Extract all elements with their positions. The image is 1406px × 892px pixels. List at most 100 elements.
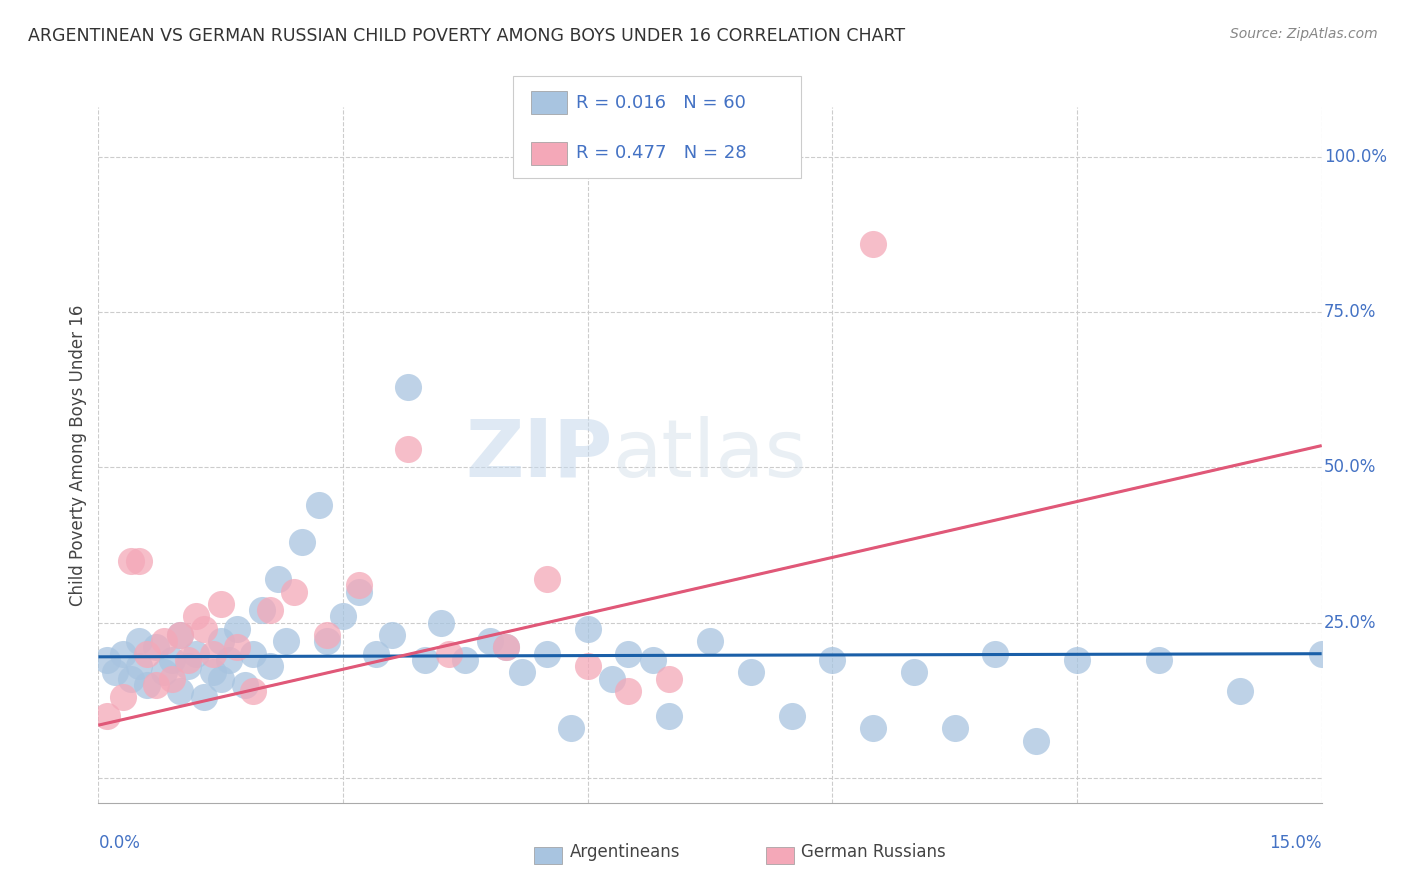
Point: [454, 653, 477, 667]
Point: [315, 628, 337, 642]
Point: [658, 708, 681, 723]
Point: [364, 647, 387, 661]
Text: 50.0%: 50.0%: [1324, 458, 1376, 476]
Point: [512, 665, 534, 680]
Text: Source: ZipAtlas.com: Source: ZipAtlas.com: [1230, 27, 1378, 41]
Point: [242, 684, 264, 698]
Point: [396, 442, 419, 456]
Point: [291, 534, 314, 549]
Point: [283, 584, 305, 599]
Point: [903, 665, 925, 680]
Point: [821, 653, 844, 667]
Text: R = 0.477   N = 28: R = 0.477 N = 28: [576, 145, 747, 162]
Point: [308, 498, 330, 512]
Point: [495, 640, 517, 655]
Point: [218, 653, 240, 667]
Point: [699, 634, 721, 648]
Y-axis label: Child Poverty Among Boys Under 16: Child Poverty Among Boys Under 16: [69, 304, 87, 606]
Point: [186, 647, 208, 661]
Point: [381, 628, 404, 642]
Point: [259, 659, 281, 673]
Point: [209, 672, 232, 686]
Point: [104, 665, 127, 680]
Point: [1147, 653, 1170, 667]
Point: [186, 609, 208, 624]
Point: [984, 647, 1007, 661]
Point: [267, 572, 290, 586]
Point: [478, 634, 501, 648]
Point: [349, 584, 371, 599]
Point: [413, 653, 436, 667]
Point: [242, 647, 264, 661]
Point: [209, 597, 232, 611]
Point: [169, 684, 191, 698]
Point: [226, 640, 249, 655]
Point: [274, 634, 297, 648]
Point: [201, 647, 224, 661]
Point: [120, 672, 142, 686]
Point: [169, 628, 191, 642]
Point: [495, 640, 517, 655]
Point: [560, 721, 582, 735]
Point: [536, 647, 558, 661]
Point: [209, 634, 232, 648]
Point: [169, 628, 191, 642]
Point: [128, 553, 150, 567]
Point: [136, 678, 159, 692]
Point: [193, 622, 215, 636]
Text: 0.0%: 0.0%: [98, 834, 141, 852]
Point: [862, 721, 884, 735]
Point: [600, 672, 623, 686]
Text: ZIP: ZIP: [465, 416, 612, 494]
Point: [641, 653, 664, 667]
Point: [617, 647, 640, 661]
Text: 25.0%: 25.0%: [1324, 614, 1376, 632]
Point: [259, 603, 281, 617]
Point: [145, 678, 167, 692]
Point: [177, 659, 200, 673]
Point: [396, 379, 419, 393]
Point: [536, 572, 558, 586]
Point: [96, 653, 118, 667]
Point: [315, 634, 337, 648]
Point: [1066, 653, 1088, 667]
Text: ARGENTINEAN VS GERMAN RUSSIAN CHILD POVERTY AMONG BOYS UNDER 16 CORRELATION CHAR: ARGENTINEAN VS GERMAN RUSSIAN CHILD POVE…: [28, 27, 905, 45]
Point: [111, 647, 134, 661]
Point: [136, 647, 159, 661]
Point: [349, 578, 371, 592]
Point: [943, 721, 966, 735]
Point: [152, 634, 174, 648]
Point: [160, 672, 183, 686]
Point: [740, 665, 762, 680]
Point: [152, 665, 174, 680]
Text: Argentineans: Argentineans: [569, 843, 681, 861]
Point: [145, 640, 167, 655]
Point: [160, 653, 183, 667]
Point: [120, 553, 142, 567]
Point: [193, 690, 215, 705]
Point: [1025, 733, 1047, 747]
Text: R = 0.016   N = 60: R = 0.016 N = 60: [576, 94, 747, 112]
Point: [437, 647, 460, 661]
Point: [177, 653, 200, 667]
Point: [1310, 647, 1333, 661]
Point: [430, 615, 453, 630]
Point: [201, 665, 224, 680]
Point: [1229, 684, 1251, 698]
Point: [233, 678, 256, 692]
Point: [250, 603, 273, 617]
Text: 75.0%: 75.0%: [1324, 303, 1376, 321]
Point: [128, 634, 150, 648]
Text: German Russians: German Russians: [801, 843, 946, 861]
Point: [658, 672, 681, 686]
Point: [226, 622, 249, 636]
Point: [780, 708, 803, 723]
Point: [332, 609, 354, 624]
Text: 15.0%: 15.0%: [1270, 834, 1322, 852]
Point: [576, 659, 599, 673]
Text: atlas: atlas: [612, 416, 807, 494]
Point: [576, 622, 599, 636]
Text: 100.0%: 100.0%: [1324, 148, 1388, 166]
Point: [96, 708, 118, 723]
Point: [111, 690, 134, 705]
